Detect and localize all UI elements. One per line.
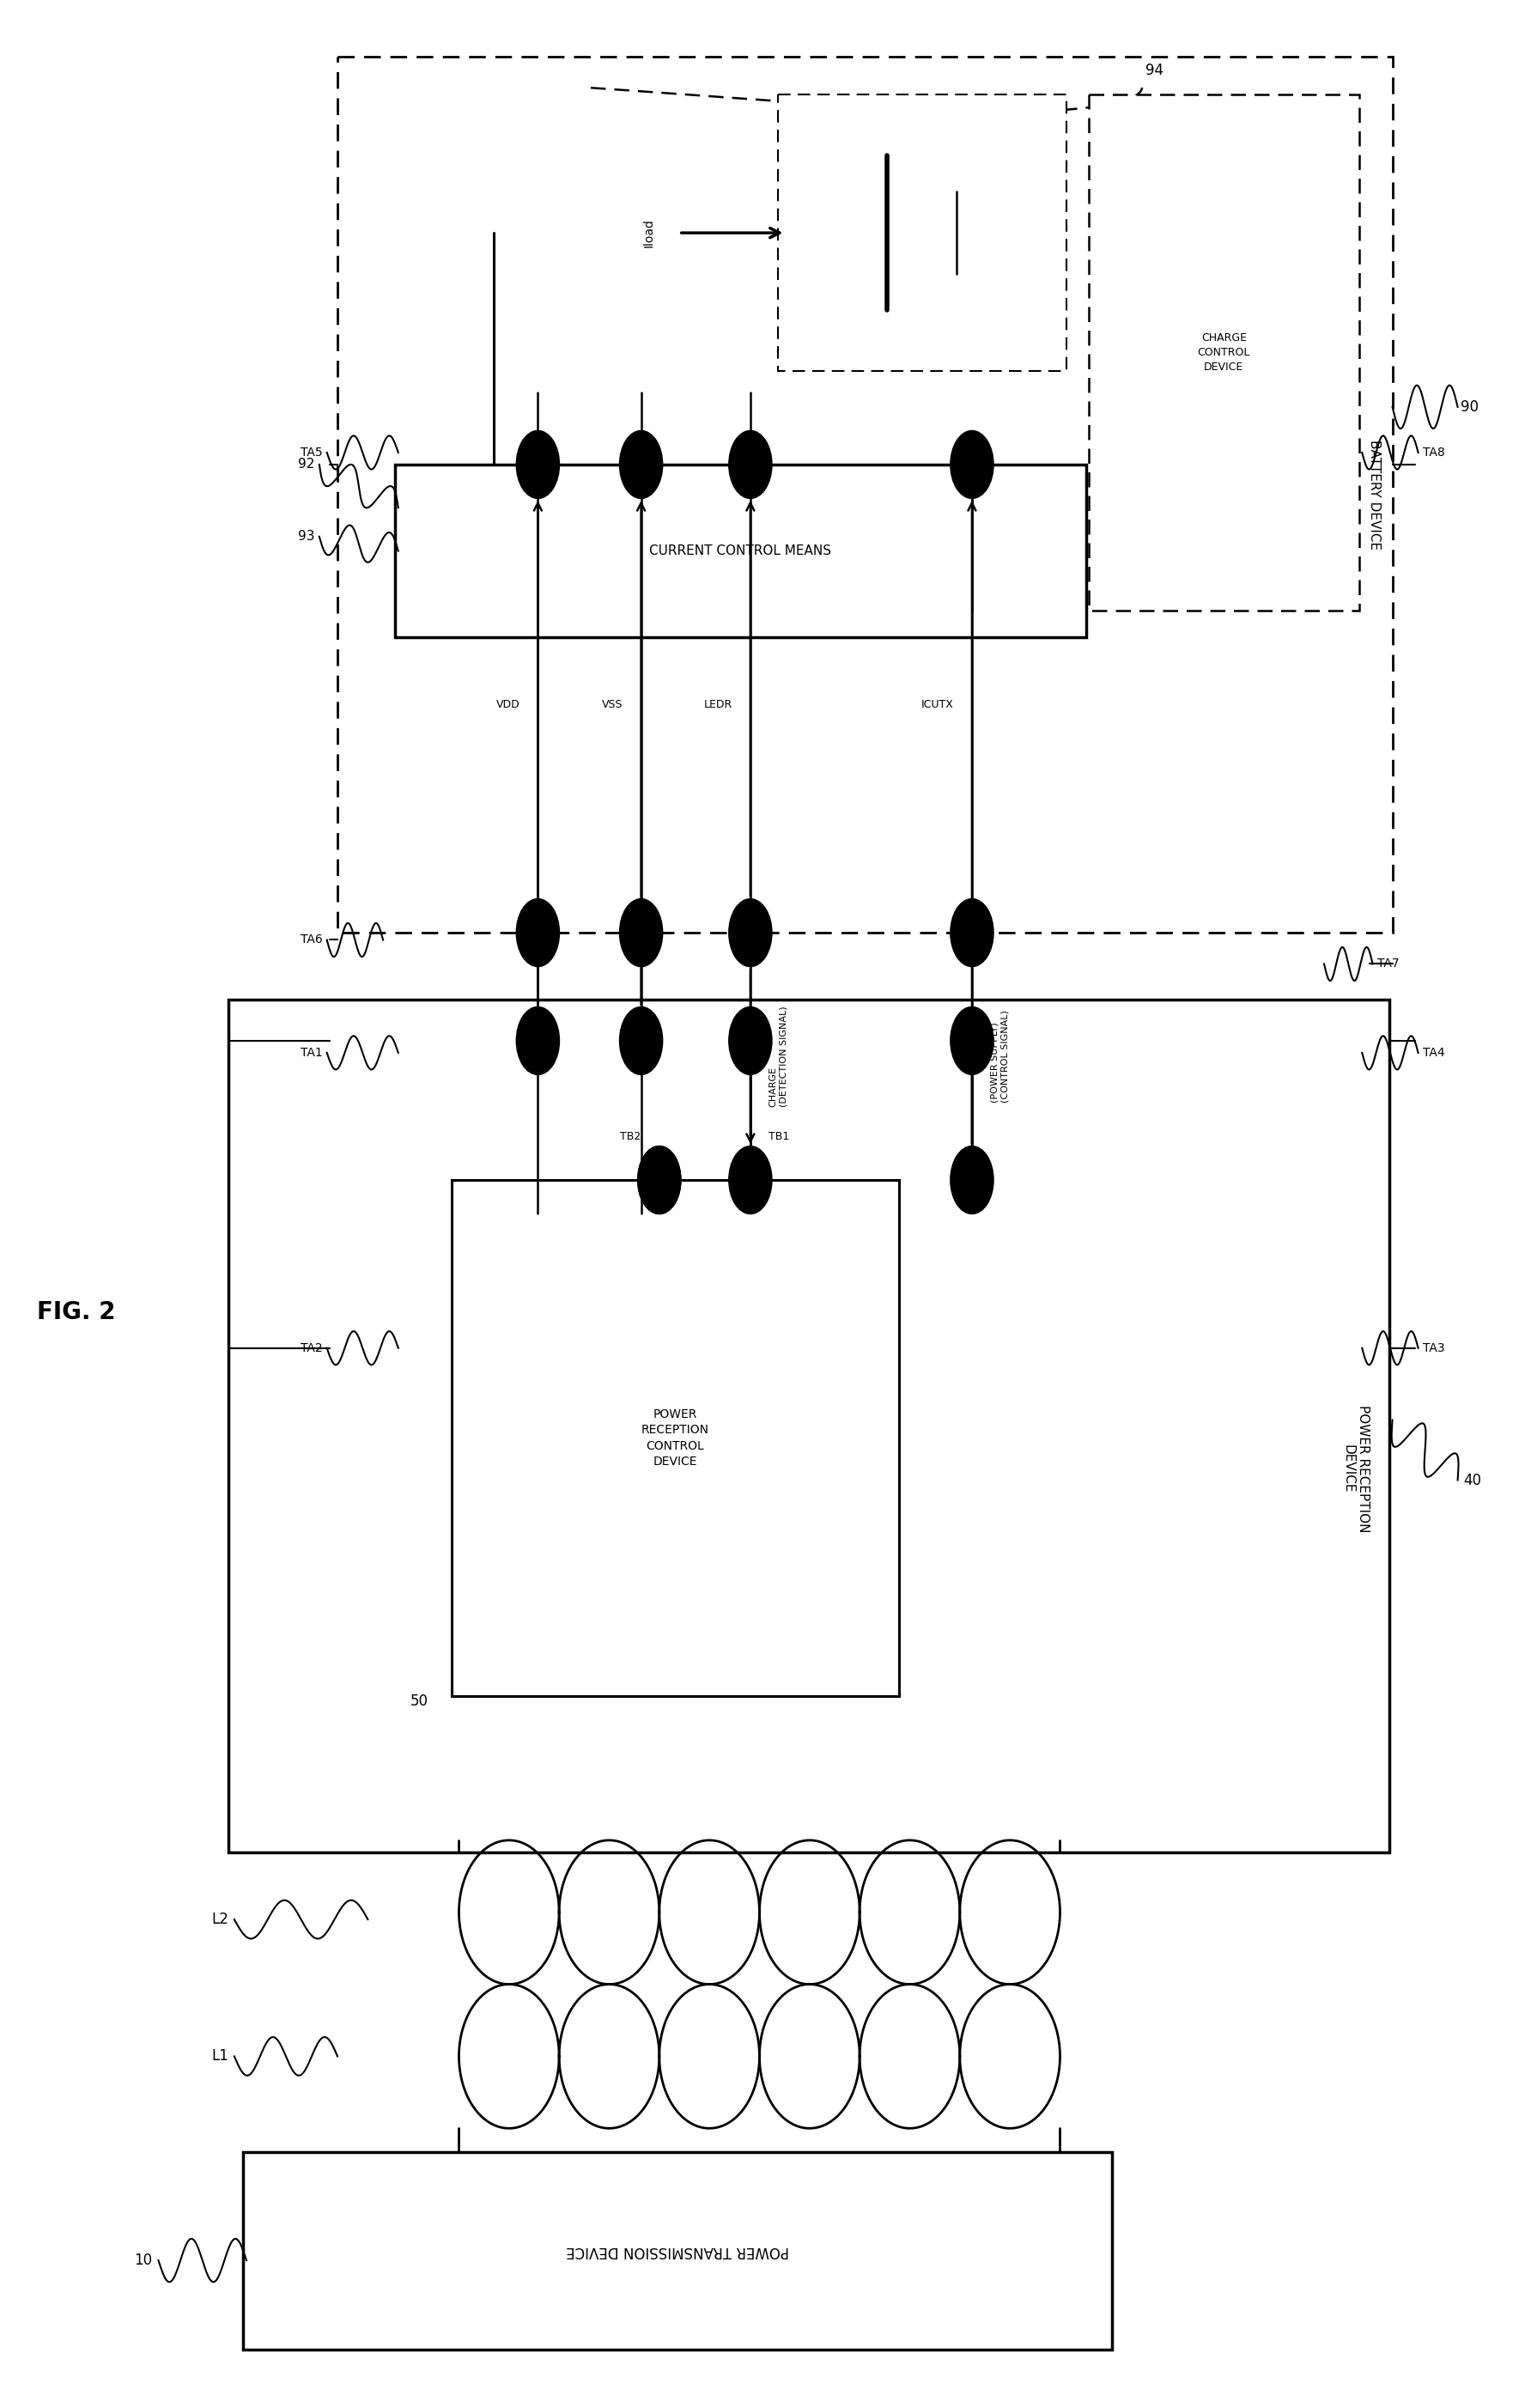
- Text: Iload: Iload: [642, 219, 654, 248]
- Text: L1: L1: [210, 2049, 229, 2064]
- Circle shape: [637, 1146, 680, 1214]
- Circle shape: [637, 1146, 680, 1214]
- Circle shape: [729, 1007, 772, 1074]
- Bar: [451, 1180, 900, 1695]
- Text: TA7: TA7: [1377, 958, 1400, 970]
- Text: TB2: TB2: [621, 1132, 641, 1141]
- Text: TA3: TA3: [1423, 1341, 1444, 1353]
- Text: TA2: TA2: [300, 1341, 322, 1353]
- Text: CHARGE
CONTROL
DEVICE: CHARGE CONTROL DEVICE: [1197, 332, 1250, 373]
- Text: CURRENT CONTROL MEANS: CURRENT CONTROL MEANS: [650, 544, 831, 556]
- Text: ICUTX: ICUTX: [921, 698, 953, 710]
- Text: 94: 94: [1145, 63, 1164, 79]
- Text: 90: 90: [1461, 400, 1479, 414]
- Bar: [395, 465, 1086, 638]
- Text: (POWER SUPPLY)
(CONTROL SIGNAL): (POWER SUPPLY) (CONTROL SIGNAL): [990, 1009, 1010, 1103]
- Text: CHARGE
(DETECTION SIGNAL): CHARGE (DETECTION SIGNAL): [769, 1007, 788, 1108]
- Circle shape: [950, 1146, 993, 1214]
- Text: L2: L2: [210, 1912, 229, 1926]
- Bar: [244, 2153, 1112, 2350]
- Bar: [337, 55, 1392, 932]
- Bar: [229, 999, 1389, 1852]
- Text: TB1: TB1: [769, 1132, 790, 1141]
- Circle shape: [619, 898, 662, 966]
- Circle shape: [517, 431, 560, 498]
- Text: POWER TRANSMISSION DEVICE: POWER TRANSMISSION DEVICE: [566, 2242, 788, 2259]
- Text: BATTERY DEVICE: BATTERY DEVICE: [1368, 441, 1380, 549]
- Text: 10: 10: [134, 2251, 152, 2268]
- Text: FIG. 2: FIG. 2: [37, 1300, 116, 1324]
- Circle shape: [950, 431, 993, 498]
- Circle shape: [517, 1007, 560, 1074]
- Text: TA4: TA4: [1423, 1047, 1444, 1060]
- Text: 93: 93: [297, 530, 314, 544]
- Circle shape: [950, 898, 993, 966]
- Circle shape: [517, 898, 560, 966]
- Text: VSS: VSS: [602, 698, 622, 710]
- Circle shape: [619, 1007, 662, 1074]
- Text: 50: 50: [410, 1693, 429, 1710]
- Text: POWER RECEPTION
DEVICE: POWER RECEPTION DEVICE: [1342, 1404, 1369, 1531]
- Text: POWER
RECEPTION
CONTROL
DEVICE: POWER RECEPTION CONTROL DEVICE: [642, 1409, 709, 1469]
- Text: VDD: VDD: [496, 698, 520, 710]
- Circle shape: [729, 431, 772, 498]
- Text: 40: 40: [1464, 1471, 1482, 1488]
- Bar: [1089, 94, 1359, 612]
- Text: TA8: TA8: [1423, 445, 1444, 458]
- Circle shape: [619, 431, 662, 498]
- Bar: [778, 94, 1066, 371]
- Text: TA1: TA1: [300, 1047, 322, 1060]
- Circle shape: [950, 1007, 993, 1074]
- Circle shape: [729, 1146, 772, 1214]
- Circle shape: [729, 898, 772, 966]
- Text: 92: 92: [297, 458, 314, 472]
- Text: TA6: TA6: [300, 934, 322, 946]
- Text: LEDR: LEDR: [703, 698, 732, 710]
- Text: TA5: TA5: [300, 445, 322, 458]
